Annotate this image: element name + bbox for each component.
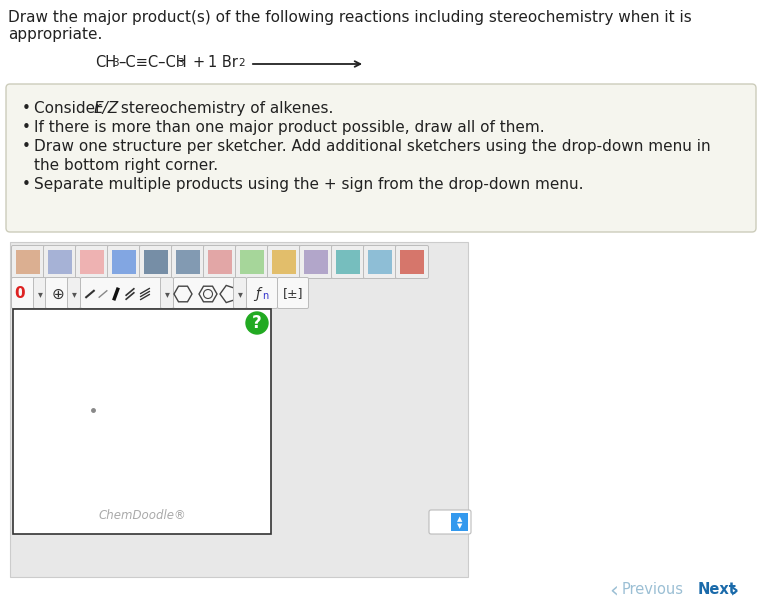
- FancyBboxPatch shape: [107, 245, 140, 279]
- Text: 0: 0: [14, 287, 25, 302]
- Text: If there is more than one major product possible, draw all of them.: If there is more than one major product …: [34, 120, 545, 135]
- Bar: [208, 250, 232, 274]
- Bar: [144, 250, 168, 274]
- Bar: [10, 242, 468, 577]
- FancyBboxPatch shape: [395, 245, 428, 279]
- Bar: [336, 250, 360, 274]
- Text: 3: 3: [177, 58, 184, 68]
- FancyBboxPatch shape: [299, 245, 332, 279]
- FancyBboxPatch shape: [6, 84, 756, 232]
- Text: stereochemistry of alkenes.: stereochemistry of alkenes.: [116, 101, 334, 116]
- FancyBboxPatch shape: [267, 245, 300, 279]
- FancyBboxPatch shape: [331, 245, 364, 279]
- FancyBboxPatch shape: [11, 277, 37, 308]
- FancyBboxPatch shape: [363, 245, 396, 279]
- FancyBboxPatch shape: [43, 245, 76, 279]
- Text: [±]: [±]: [283, 288, 303, 300]
- Bar: [451, 513, 468, 531]
- Bar: [16, 250, 40, 274]
- Text: CH: CH: [95, 55, 116, 70]
- Bar: [304, 250, 328, 274]
- Text: Separate multiple products using the + sign from the drop-down menu.: Separate multiple products using the + s…: [34, 177, 584, 192]
- FancyBboxPatch shape: [171, 245, 204, 279]
- FancyBboxPatch shape: [174, 277, 236, 308]
- Text: Consider: Consider: [34, 101, 107, 116]
- FancyBboxPatch shape: [246, 277, 277, 308]
- FancyBboxPatch shape: [161, 277, 174, 308]
- Bar: [176, 250, 200, 274]
- Text: ▲: ▲: [457, 516, 463, 522]
- Bar: [13, 309, 271, 534]
- Text: •: •: [22, 177, 31, 192]
- Text: n: n: [262, 291, 268, 301]
- Text: the bottom right corner.: the bottom right corner.: [34, 158, 218, 173]
- Text: ▼: ▼: [457, 523, 463, 529]
- FancyBboxPatch shape: [139, 245, 172, 279]
- Text: •: •: [22, 139, 31, 154]
- Circle shape: [246, 312, 268, 334]
- Text: ▾: ▾: [72, 289, 76, 299]
- Bar: [112, 250, 136, 274]
- Bar: [272, 250, 296, 274]
- Text: 1 Br: 1 Br: [208, 55, 238, 70]
- Text: Previous: Previous: [622, 583, 684, 597]
- Text: ›: ›: [730, 580, 740, 600]
- Text: appropriate.: appropriate.: [8, 27, 102, 42]
- Text: •: •: [22, 101, 31, 116]
- Text: ▾: ▾: [165, 289, 169, 299]
- Text: ChemDoodle®: ChemDoodle®: [98, 509, 186, 522]
- Bar: [48, 250, 72, 274]
- Text: ▾: ▾: [238, 289, 242, 299]
- Text: Next: Next: [698, 583, 737, 597]
- FancyBboxPatch shape: [277, 277, 309, 308]
- Bar: [368, 250, 392, 274]
- Text: ?: ?: [252, 314, 262, 332]
- Text: 3: 3: [112, 58, 119, 68]
- Text: –C≡C–CH: –C≡C–CH: [118, 55, 187, 70]
- FancyBboxPatch shape: [233, 277, 246, 308]
- Text: 2: 2: [238, 58, 245, 68]
- FancyBboxPatch shape: [81, 277, 164, 308]
- Text: E/Z: E/Z: [94, 101, 119, 116]
- FancyBboxPatch shape: [68, 277, 81, 308]
- Text: ‹: ‹: [610, 580, 619, 600]
- FancyBboxPatch shape: [75, 245, 108, 279]
- FancyBboxPatch shape: [235, 245, 268, 279]
- Text: Draw one structure per sketcher. Add additional sketchers using the drop-down me: Draw one structure per sketcher. Add add…: [34, 139, 711, 154]
- FancyBboxPatch shape: [203, 245, 236, 279]
- Text: +: +: [192, 55, 204, 70]
- Text: Draw the major product(s) of the following reactions including stereochemistry w: Draw the major product(s) of the followi…: [8, 10, 692, 25]
- Bar: [400, 250, 424, 274]
- Text: ⊕: ⊕: [52, 287, 64, 302]
- FancyBboxPatch shape: [11, 245, 44, 279]
- Text: ƒ: ƒ: [255, 287, 261, 301]
- Bar: [80, 250, 104, 274]
- Text: •: •: [22, 120, 31, 135]
- FancyBboxPatch shape: [46, 277, 71, 308]
- Text: ▾: ▾: [37, 289, 43, 299]
- FancyBboxPatch shape: [429, 510, 471, 534]
- Bar: [240, 250, 264, 274]
- FancyBboxPatch shape: [34, 277, 46, 308]
